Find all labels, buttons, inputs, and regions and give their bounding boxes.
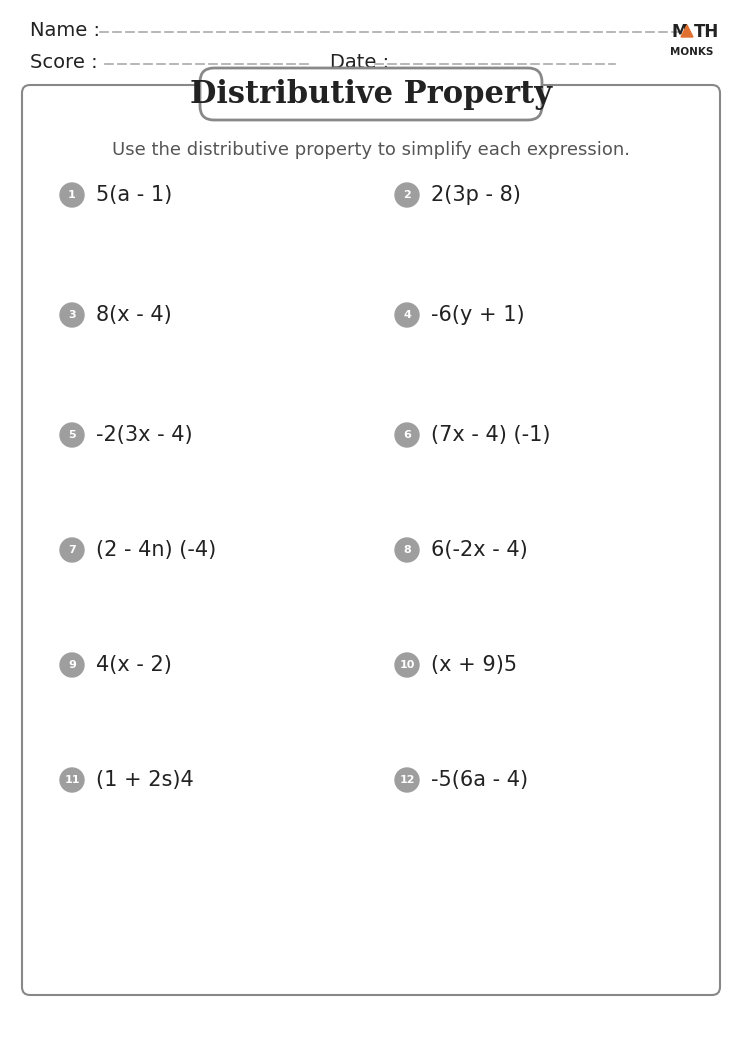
FancyBboxPatch shape [200,68,542,120]
Text: 7: 7 [68,545,76,555]
Text: -6(y + 1): -6(y + 1) [431,304,525,326]
Circle shape [60,768,84,792]
Text: (7x - 4) (-1): (7x - 4) (-1) [431,425,551,445]
Circle shape [395,653,419,677]
Text: 9: 9 [68,660,76,670]
Text: -5(6a - 4): -5(6a - 4) [431,770,528,790]
Text: 2: 2 [403,190,411,200]
FancyBboxPatch shape [22,85,720,995]
Text: (1 + 2s)4: (1 + 2s)4 [96,770,194,790]
Text: 5: 5 [68,430,76,440]
Text: 11: 11 [65,775,79,785]
Text: MONKS: MONKS [670,47,714,57]
Circle shape [60,653,84,677]
Text: 4: 4 [403,310,411,320]
Text: -2(3x - 4): -2(3x - 4) [96,425,193,445]
Text: Score :: Score : [30,52,98,71]
Text: 10: 10 [399,660,415,670]
Text: 4(x - 2): 4(x - 2) [96,655,172,675]
Text: 2(3p - 8): 2(3p - 8) [431,185,521,205]
Text: Distributive Property: Distributive Property [190,79,552,109]
Text: Name :: Name : [30,21,100,40]
Text: 8: 8 [403,545,411,555]
Circle shape [60,183,84,207]
Circle shape [60,423,84,447]
Text: (x + 9)5: (x + 9)5 [431,655,517,675]
Circle shape [395,768,419,792]
Text: 1: 1 [68,190,76,200]
Text: 3: 3 [68,310,76,320]
Circle shape [395,183,419,207]
Circle shape [395,538,419,562]
Circle shape [60,303,84,327]
Text: 8(x - 4): 8(x - 4) [96,304,171,326]
Circle shape [60,538,84,562]
Circle shape [395,303,419,327]
Text: 6(-2x - 4): 6(-2x - 4) [431,540,528,560]
Text: (2 - 4n) (-4): (2 - 4n) (-4) [96,540,216,560]
Circle shape [395,423,419,447]
Text: 5(a - 1): 5(a - 1) [96,185,172,205]
Text: Date :: Date : [330,52,389,71]
Text: 12: 12 [399,775,415,785]
Polygon shape [681,25,693,37]
Text: Use the distributive property to simplify each expression.: Use the distributive property to simplif… [112,141,630,159]
Text: TH: TH [694,23,719,41]
Text: M: M [672,23,689,41]
Text: 6: 6 [403,430,411,440]
